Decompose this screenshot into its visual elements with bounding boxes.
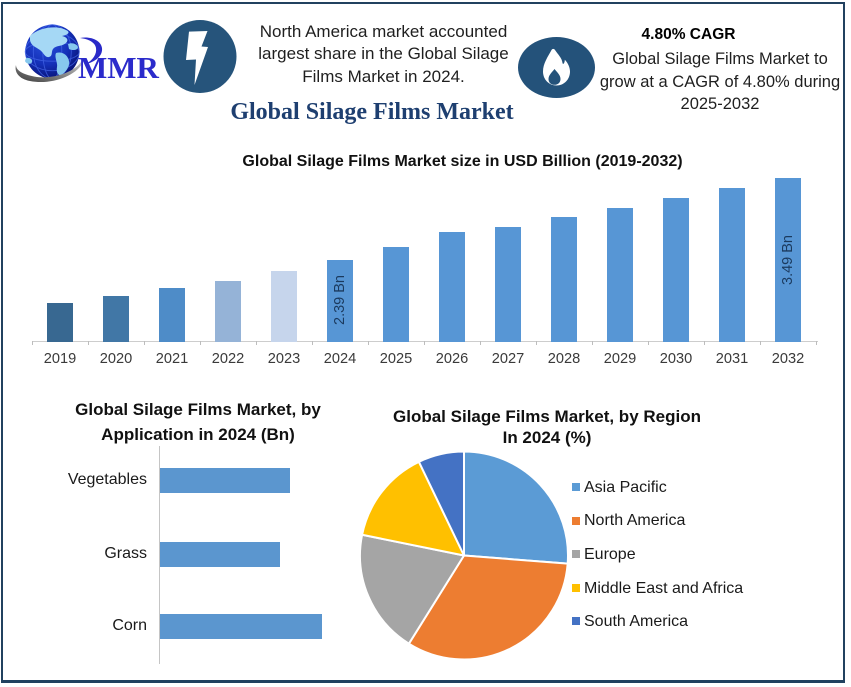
- svg-text:MMR: MMR: [78, 50, 160, 85]
